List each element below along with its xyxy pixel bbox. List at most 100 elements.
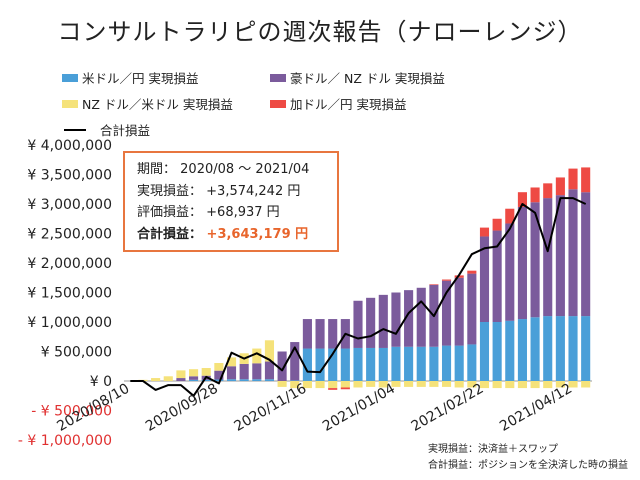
bar-audnzd (290, 342, 300, 381)
y-tick-label: ¥ 500,000 (41, 345, 112, 361)
bar-audnzd (353, 300, 363, 348)
bar-usdjpy (505, 320, 515, 381)
bar-nzdusd (226, 357, 237, 367)
bar-nzdusd (189, 369, 199, 377)
bar-nzdusd (214, 363, 224, 371)
bar-usdjpy (543, 316, 553, 381)
bar-cadjpy (543, 183, 553, 199)
bar-nzdusd (555, 381, 565, 388)
summary-period-label: 期間： (137, 162, 177, 177)
summary-realized-value: +3,574,242 円 (206, 183, 301, 199)
bar-cadjpy (340, 387, 350, 390)
bar-nzdusd (581, 381, 591, 388)
legend-line-total (64, 128, 86, 131)
y-tick-label: ¥ 2,000,000 (27, 256, 112, 272)
bar-nzdusd (252, 348, 262, 364)
bar-usdjpy (366, 347, 376, 381)
bar-audnzd (302, 319, 312, 349)
bar-nzdusd (492, 381, 502, 389)
x-tick-label: 2021/04/12 (497, 381, 575, 435)
bar-cadjpy (581, 167, 591, 193)
bar-audnzd (366, 297, 376, 348)
bar-nzdusd (404, 381, 414, 387)
bar-audnzd (214, 370, 224, 380)
bar-nzdusd (201, 368, 211, 376)
legend-label-cadjpy: 加ドル／円 実現損益 (290, 97, 407, 112)
bar-cadjpy (328, 388, 338, 390)
bar-cadjpy (530, 187, 540, 203)
bar-nzdusd (151, 378, 161, 381)
bar-audnzd (581, 192, 591, 317)
summary-total-value: +3,643,179 円 (206, 226, 309, 242)
y-tick-label: ¥ 4,000,000 (27, 138, 112, 154)
bar-audnzd (467, 273, 477, 345)
bar-cadjpy (517, 192, 527, 207)
bar-cadjpy (467, 270, 477, 274)
bar-nzdusd (277, 381, 287, 387)
bar-audnzd (189, 376, 199, 380)
y-tick-label: ¥ 3,500,000 (27, 168, 112, 184)
bar-audnzd (543, 198, 553, 317)
bar-nzdusd (454, 381, 464, 388)
legend-swatch-nzdusd (62, 99, 78, 108)
y-tick-label: ¥ 0 (90, 374, 112, 390)
bar-usdjpy (340, 348, 350, 381)
bar-audnzd (264, 361, 275, 380)
bar-nzdusd (391, 381, 401, 387)
summary-realized-label: 実現損益： (137, 183, 203, 199)
y-tick-label: - ¥ 1,000,000 (18, 433, 112, 449)
bar-nzdusd (378, 381, 388, 388)
y-tick-label: ¥ 3,000,000 (27, 197, 112, 213)
legend-swatch-usdjpy (62, 73, 78, 82)
bar-nzdusd (302, 381, 312, 389)
bar-usdjpy (454, 345, 464, 381)
bar-usdjpy (252, 379, 262, 381)
legend-item-total: 合計損益 (64, 120, 150, 139)
bar-usdjpy (353, 347, 363, 381)
legend-swatch-cadjpy (270, 99, 286, 108)
bar-cadjpy (441, 279, 452, 281)
bar-usdjpy (201, 379, 211, 381)
bar-usdjpy (429, 346, 439, 381)
bar-audnzd (391, 292, 401, 347)
bar-audnzd (252, 363, 262, 380)
bar-nzdusd (328, 381, 338, 389)
bar-nzdusd (416, 381, 426, 387)
bar-audnzd (505, 223, 515, 321)
legend-label-audnzd: 豪ドル／ NZ ドル 実現損益 (290, 71, 445, 86)
bar-cadjpy (568, 168, 578, 190)
bar-audnzd (176, 378, 186, 381)
summary-box: 期間： 2020/08 ～ 2021/04 実現損益： +3,574,242 円… (123, 151, 339, 252)
bar-nzdusd (163, 376, 173, 381)
bar-usdjpy (530, 317, 540, 381)
bar-usdjpy (328, 348, 338, 381)
page-title: コンサルトラリピの週次報告（ナローレンジ） (57, 18, 583, 46)
bar-nzdusd (441, 381, 452, 387)
summary-total-row: 合計損益： +3,643,179 円 (137, 224, 325, 246)
bar-usdjpy (555, 316, 565, 381)
legend-label-usdjpy: 米ドル／円 実現損益 (82, 71, 199, 86)
bar-audnzd (378, 294, 388, 348)
bar-audnzd (315, 319, 325, 349)
bar-usdjpy (568, 316, 578, 381)
footnotes: 実現損益：決済益＋スワップ 合計損益：ポジションを全決済した時の損益 (428, 442, 628, 474)
bar-audnzd (328, 319, 338, 349)
bar-usdjpy (315, 348, 325, 381)
bar-nzdusd (366, 381, 376, 387)
legend-label-total: 合計損益 (100, 123, 151, 138)
bar-usdjpy (404, 346, 414, 381)
bar-cadjpy (479, 227, 490, 237)
bar-audnzd (404, 290, 414, 347)
total-line (130, 197, 587, 397)
bar-nzdusd (568, 381, 578, 388)
bar-usdjpy (441, 345, 452, 381)
summary-unrealized-row: 評価損益： +68,937 円 (137, 202, 325, 224)
bar-audnzd (530, 202, 540, 318)
bar-audnzd (441, 280, 452, 346)
bar-usdjpy (517, 319, 527, 381)
bar-usdjpy (302, 348, 312, 381)
bar-usdjpy (214, 379, 224, 381)
legend-item-nzdusd: NZ ドル／米ドル 実現損益 (62, 94, 233, 113)
bar-audnzd (416, 287, 426, 347)
